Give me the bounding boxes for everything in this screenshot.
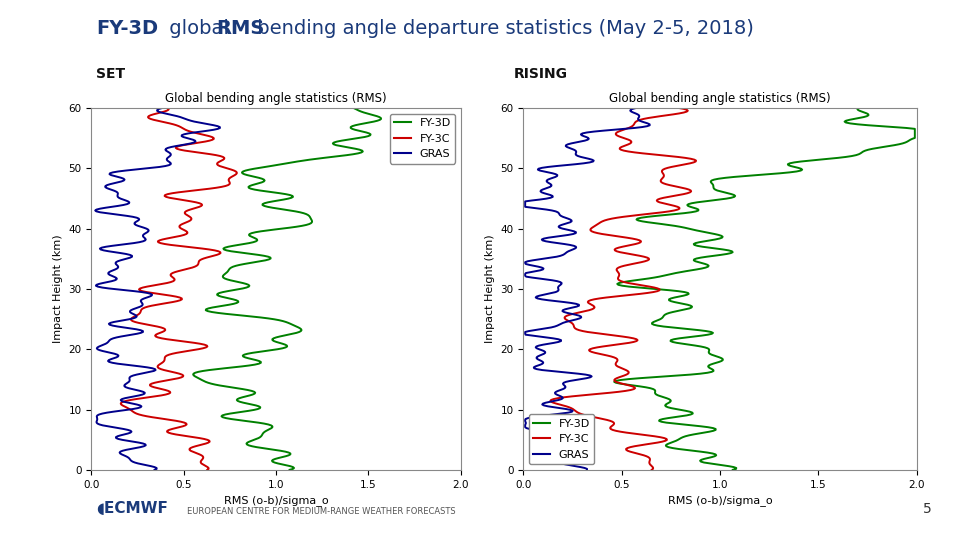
Text: EUROPEAN CENTRE FOR MEDIUM-RANGE WEATHER FORECASTS: EUROPEAN CENTRE FOR MEDIUM-RANGE WEATHER…	[187, 507, 456, 516]
Text: bending angle departure statistics (May 2-5, 2018): bending angle departure statistics (May …	[251, 19, 754, 38]
Legend: FY-3D, FY-3C, GRAS: FY-3D, FY-3C, GRAS	[529, 414, 594, 464]
Y-axis label: Impact Height (km): Impact Height (km)	[53, 234, 62, 343]
Text: ◖ECMWF: ◖ECMWF	[96, 501, 168, 516]
X-axis label: RMS (o-b)/sigma_o: RMS (o-b)/sigma_o	[224, 495, 328, 506]
Text: 5: 5	[923, 502, 931, 516]
Text: global: global	[163, 19, 235, 38]
Y-axis label: Impact Height (km): Impact Height (km)	[485, 234, 494, 343]
Text: SET: SET	[96, 68, 125, 82]
Text: RMS: RMS	[216, 19, 264, 38]
Text: RISING: RISING	[514, 68, 567, 82]
Text: FY-3D: FY-3D	[96, 19, 158, 38]
Title: Global bending angle statistics (RMS): Global bending angle statistics (RMS)	[165, 92, 387, 105]
Legend: FY-3D, FY-3C, GRAS: FY-3D, FY-3C, GRAS	[390, 113, 455, 164]
X-axis label: RMS (o-b)/sigma_o: RMS (o-b)/sigma_o	[668, 495, 772, 506]
Title: Global bending angle statistics (RMS): Global bending angle statistics (RMS)	[610, 92, 830, 105]
